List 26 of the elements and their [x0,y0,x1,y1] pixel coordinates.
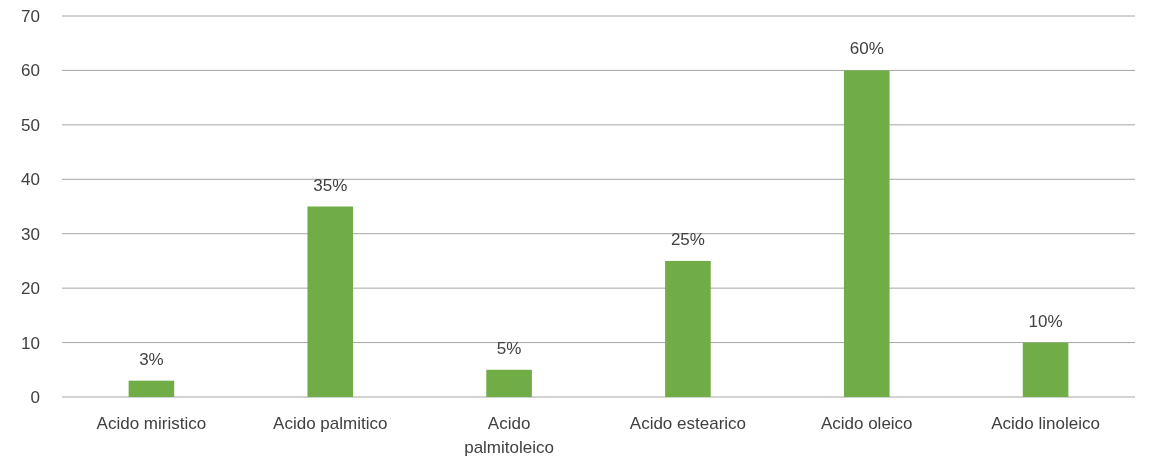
x-tick-label: Acido palmitico [273,414,388,433]
data-label: 5% [496,338,522,358]
data-label: 35% [313,175,348,195]
x-tick-label: Acido oleico [820,414,913,433]
x-tick-label: Acido estearico [629,414,747,433]
bar [665,260,711,397]
y-tick-label: 0 [30,387,40,407]
data-label: 3% [139,349,164,369]
y-tick-label: 50 [21,115,40,135]
data-label: 25% [670,229,705,249]
y-tick-label: 30 [21,224,40,244]
bar [128,380,175,397]
x-tick-label: Acido palmitoleico [464,414,554,457]
y-tick-label: 60 [21,61,40,81]
y-tick-label: 70 [21,6,40,26]
bar [1022,342,1069,397]
data-label: 60% [849,39,884,59]
y-tick-label: 10 [21,333,40,353]
bar [843,70,890,397]
bar [307,206,354,397]
data-label: 10% [1028,311,1063,331]
bar [486,369,532,397]
y-tick-label: 20 [21,279,40,299]
y-tick-label: 40 [21,170,40,190]
x-tick-label: Acido linoleico [991,414,1100,433]
x-tick-label: Acido miristico [96,414,207,433]
